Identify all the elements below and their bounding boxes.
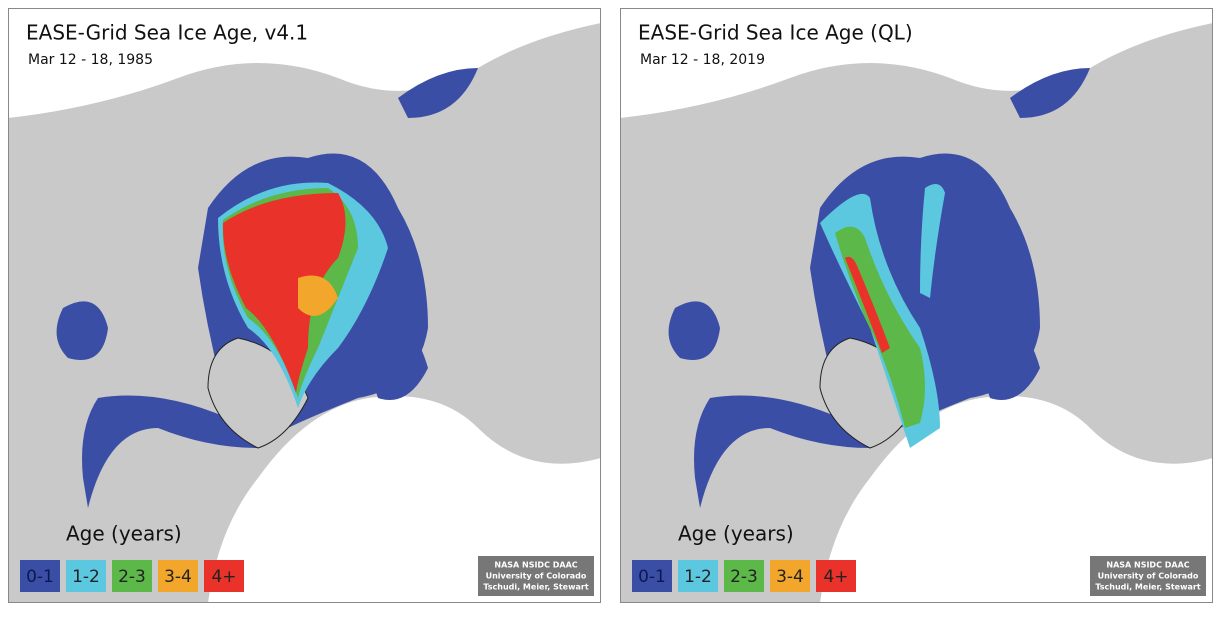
credit-line: Tschudi, Meier, Stewart [1095,583,1200,592]
ice-barents [348,306,428,400]
ice-hudson [56,301,108,360]
age-blob [920,184,945,298]
ocean-atlantic [208,396,601,603]
legend-swatch [770,560,810,592]
map-title: EASE-Grid Sea Ice Age (QL) [638,21,913,45]
ocean-top [8,8,601,118]
legend-swatch [112,560,152,592]
age-blob [845,256,890,353]
ice-okhotsk [1010,68,1090,118]
map-panel: EASE-Grid Sea Ice Age, v4.1 Mar 12 - 18, … [8,8,601,603]
credit-line: NASA NSIDC DAAC [494,561,577,570]
legend-label: 3-4 [776,567,804,587]
legend-label: 0-1 [26,567,54,587]
credit-line: NASA NSIDC DAAC [1106,561,1189,570]
legend-label: 1-2 [684,567,712,587]
legend-swatch [724,560,764,592]
legend-title: Age (years) [678,522,794,546]
credit-box [1090,556,1206,596]
credit-line: Tschudi, Meier, Stewart [483,583,588,592]
ice-okhotsk [398,68,478,118]
legend-title: Age (years) [66,522,182,546]
legend-label: 1-2 [72,567,100,587]
legend-label: 3-4 [164,567,192,587]
map [620,8,1213,603]
ocean-top [620,8,1213,118]
legend-label: 2-3 [118,567,146,587]
ice-hudson [668,301,720,360]
ocean-atlantic [820,396,1213,603]
age-blob [298,275,338,316]
legend-label: 2-3 [730,567,758,587]
ice-barents [960,306,1040,400]
legend-label: 4+ [211,567,236,587]
map [8,8,601,603]
legend-swatch [678,560,718,592]
legend-label: 4+ [823,567,848,587]
legend-swatch [66,560,106,592]
credit-line: University of Colorado [1098,572,1199,581]
legend-swatch [20,560,60,592]
legend-swatch [632,560,672,592]
map-panel: EASE-Grid Sea Ice Age (QL) Mar 12 - 18, 2… [620,8,1213,603]
credit-box [478,556,594,596]
ice-baffin [694,395,872,508]
panel-border [620,8,1213,603]
legend-swatch [204,560,244,592]
age-blob [222,193,346,393]
map-date: Mar 12 - 18, 2019 [640,52,765,68]
legend-swatch [158,560,198,592]
credit-line: University of Colorado [486,572,587,581]
legend-swatch [816,560,856,592]
map-title: EASE-Grid Sea Ice Age, v4.1 [26,21,308,45]
ice-baffin [82,395,260,508]
panel-border [8,8,601,603]
map-date: Mar 12 - 18, 1985 [28,52,153,68]
legend-label: 0-1 [638,567,666,587]
